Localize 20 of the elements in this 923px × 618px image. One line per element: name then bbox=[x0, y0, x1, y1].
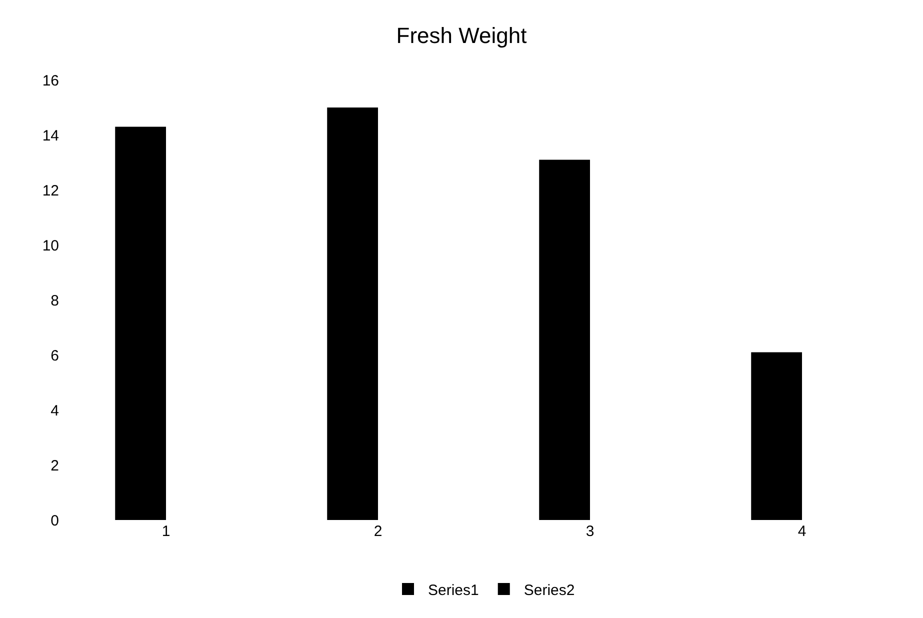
bar bbox=[327, 108, 378, 520]
x-tick-label: 3 bbox=[586, 523, 594, 540]
x-tick-label: 2 bbox=[374, 523, 382, 540]
chart-title: Fresh Weight bbox=[396, 23, 527, 48]
y-tick-label: 2 bbox=[50, 457, 59, 474]
y-tick-label: 16 bbox=[42, 72, 59, 90]
y-tick-label: 12 bbox=[42, 182, 59, 200]
legend-label: Series1 bbox=[428, 582, 479, 599]
bar bbox=[751, 352, 802, 520]
x-tick-label: 1 bbox=[162, 523, 170, 540]
y-tick-label: 4 bbox=[50, 402, 59, 420]
y-tick-label: 14 bbox=[42, 127, 59, 144]
bar bbox=[539, 160, 590, 520]
y-tick-label: 10 bbox=[42, 237, 59, 254]
y-tick-label: 0 bbox=[50, 512, 59, 530]
y-tick-label: 8 bbox=[50, 292, 59, 310]
legend-label: Series2 bbox=[524, 582, 575, 599]
bar bbox=[115, 126, 166, 520]
y-tick-label: 6 bbox=[50, 347, 59, 364]
x-tick-label: 4 bbox=[798, 523, 806, 540]
